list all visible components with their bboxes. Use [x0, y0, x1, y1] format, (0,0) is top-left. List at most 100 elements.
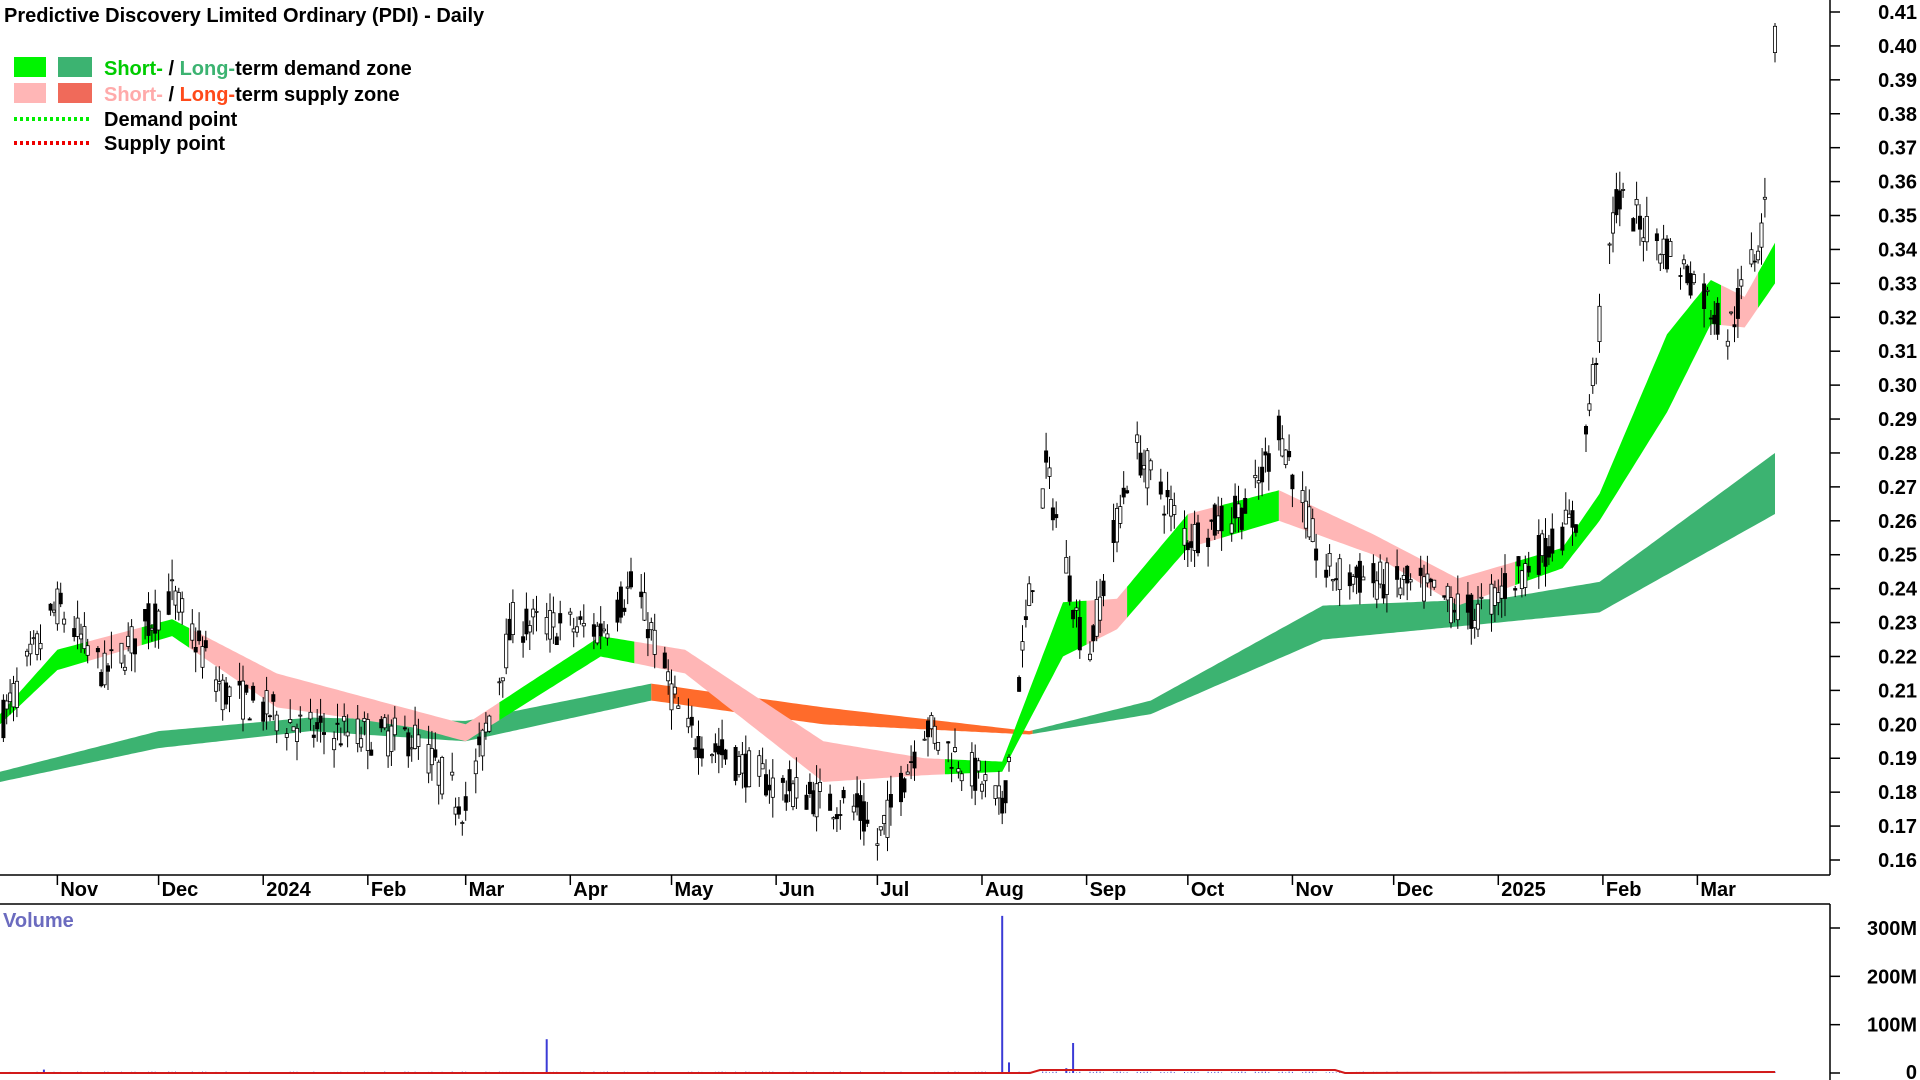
price-bar-body	[224, 682, 229, 705]
price-bar-body	[1206, 537, 1211, 548]
x-tick-label: Dec	[162, 879, 199, 901]
price-bar-body	[723, 749, 728, 760]
price-bar-body	[190, 623, 195, 641]
price-bar-body	[31, 637, 36, 640]
price-bar-body	[267, 715, 272, 718]
price-bar-body	[888, 794, 893, 808]
price-bar-body	[811, 790, 816, 815]
price-bar-body	[247, 718, 252, 721]
price-bar-body	[551, 612, 556, 628]
price-bar-body	[109, 649, 114, 652]
price-bar-body	[1, 699, 6, 739]
price-bar-body	[949, 767, 954, 769]
x-tick-label: Apr	[573, 879, 608, 901]
price-bar-body	[355, 718, 360, 744]
price-bar-body	[983, 774, 988, 782]
price-bar-body	[1681, 259, 1686, 265]
price-bar-body	[787, 769, 792, 792]
x-tick-label: Dec	[1397, 879, 1434, 901]
price-bar-body	[1000, 797, 1005, 814]
price-bar-body	[500, 677, 505, 682]
x-tick-label: Aug	[985, 879, 1024, 901]
legend-supply-short: Short-	[104, 84, 163, 106]
price-bar-body	[369, 749, 374, 756]
price-bar-body	[1732, 324, 1737, 328]
price-bar-body	[35, 633, 40, 655]
price-bar-body	[1209, 519, 1214, 522]
price-bar-body	[554, 636, 559, 646]
price-bar-body	[240, 680, 245, 720]
legend-demand-point-label: Demand point	[104, 109, 238, 131]
price-bar-body	[1432, 579, 1437, 588]
price-bar-body	[261, 701, 266, 722]
price-bar-body	[757, 755, 762, 777]
price-bar-body	[1513, 588, 1518, 591]
price-bar-body	[1445, 585, 1450, 601]
price-bar-body	[1324, 569, 1329, 578]
price-bar-body	[841, 790, 846, 799]
price-bar-body	[1192, 524, 1197, 551]
price-bar-body	[929, 715, 934, 730]
price-y-tick-label: 0.23	[1878, 613, 1917, 635]
price-bar-body	[1739, 279, 1744, 287]
price-bar-body	[1503, 573, 1508, 599]
price-bar-body	[618, 586, 623, 618]
price-bar-body	[1560, 526, 1565, 551]
price-bar-body	[737, 756, 742, 776]
price-bar-body	[1665, 238, 1670, 270]
price-bar-body	[1276, 415, 1281, 441]
price-bar-body	[1165, 489, 1170, 498]
price-bar-body	[1725, 340, 1730, 347]
price-bar-body	[1536, 535, 1541, 575]
price-bar-body	[237, 680, 242, 686]
price-bar-body	[1040, 488, 1045, 509]
price-bar-body	[575, 626, 580, 633]
volume-average-line	[0, 1069, 1776, 1075]
volume-y-tick-label: 0	[1906, 1062, 1917, 1080]
price-bar-body	[1465, 594, 1470, 613]
short-zone-supply-segment	[634, 641, 945, 782]
legend-supply-sep: /	[163, 84, 180, 106]
price-bar-body	[662, 652, 667, 669]
price-bar-body	[1347, 572, 1352, 587]
price-bar-body	[875, 843, 880, 846]
price-bar-body	[1594, 362, 1599, 365]
price-bar-body	[55, 588, 60, 625]
price-bar-body	[129, 626, 134, 654]
price-bar-body	[244, 684, 249, 693]
price-bar-body	[473, 760, 478, 775]
short-zone-demand-segment	[1758, 242, 1775, 308]
price-bar-body	[1371, 563, 1376, 584]
price-bar-body	[1111, 520, 1116, 544]
price-bar-body	[345, 731, 350, 737]
price-bar-body	[720, 739, 725, 756]
price-bar-body	[1489, 583, 1494, 615]
short-zone-demand-segment	[0, 641, 88, 725]
price-bar-body	[382, 717, 387, 729]
price-bar-body	[1688, 273, 1693, 296]
price-bar-body	[747, 750, 752, 788]
price-bar-body	[1762, 196, 1767, 200]
price-bar-body	[95, 648, 100, 653]
price-y-tick-label: 0.41	[1878, 2, 1917, 24]
price-bar-body	[642, 592, 647, 621]
price-y-tick-label: 0.22	[1878, 646, 1917, 668]
price-bar-body	[1148, 460, 1153, 471]
price-bar-body	[200, 646, 205, 668]
price-bar-body	[1611, 212, 1616, 234]
price-bar-body	[1003, 780, 1008, 804]
price-bar-body	[531, 608, 536, 618]
price-bar-body	[1570, 510, 1575, 528]
x-tick-label: 2024	[266, 879, 311, 901]
price-bar-body	[713, 743, 718, 753]
price-bar-body	[858, 795, 863, 821]
short-zone-demand-segment	[1515, 280, 1721, 586]
legend-long-supply-swatch	[58, 83, 92, 103]
price-bar-body	[1401, 575, 1406, 580]
price-bar-body	[102, 652, 107, 686]
price-bar-body	[652, 629, 657, 655]
price-bar-body	[1678, 275, 1683, 277]
price-bar-body	[1050, 507, 1055, 521]
price-bar-body	[743, 753, 748, 788]
